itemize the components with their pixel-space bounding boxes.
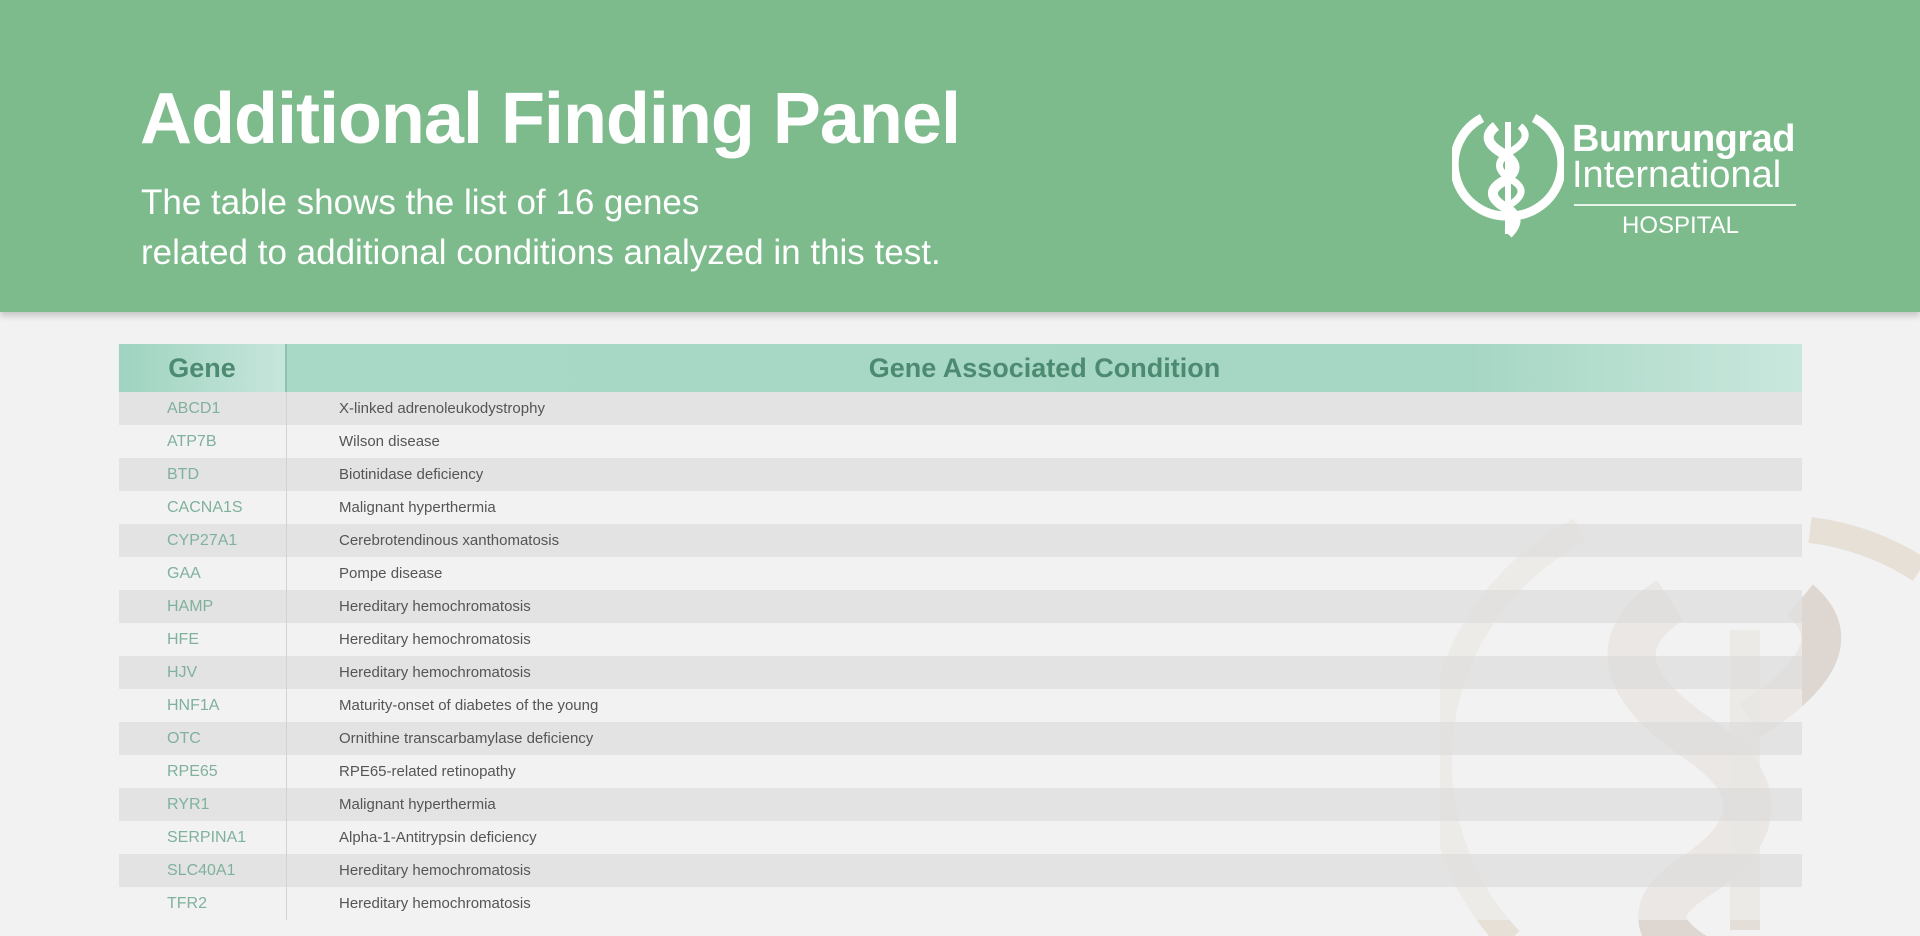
gene-cell: RYR1 — [119, 788, 287, 821]
gene-cell: HFE — [119, 623, 287, 656]
gene-cell: CACNA1S — [119, 491, 287, 524]
gene-cell: OTC — [119, 722, 287, 755]
table-row: HFE Hereditary hemochromatosis — [119, 623, 1802, 656]
condition-cell: Hereditary hemochromatosis — [339, 664, 531, 681]
condition-cell: Hereditary hemochromatosis — [339, 895, 531, 912]
table-row: SLC40A1 Hereditary hemochromatosis — [119, 854, 1802, 887]
condition-cell: Hereditary hemochromatosis — [339, 862, 531, 879]
table-row: HNF1A Maturity-onset of diabetes of the y… — [119, 689, 1802, 722]
condition-cell: Malignant hyperthermia — [339, 796, 496, 813]
condition-cell: Cerebrotendinous xanthomatosis — [339, 532, 560, 549]
gene-cell: CYP27A1 — [119, 524, 287, 557]
gene-cell: HAMP — [119, 590, 287, 623]
gene-table: Gene Gene Associated Condition ABCD1 X-li… — [119, 344, 1802, 920]
header-banner: Additional Finding Panel The table shows… — [0, 0, 1920, 312]
logo-divider — [1574, 204, 1796, 206]
condition-cell: Alpha-1-Antitrypsin deficiency — [339, 829, 537, 846]
column-header-condition: Gene Associated Condition — [868, 352, 1221, 383]
gene-cell: TFR2 — [119, 887, 287, 920]
table-row: RYR1 Malignant hyperthermia — [119, 788, 1802, 821]
page-title: Additional Finding Panel — [140, 79, 961, 159]
caduceus-icon — [1449, 114, 1567, 238]
logo-text-hospital: HOSPITAL — [1622, 212, 1739, 239]
condition-cell: X-linked adrenoleukodystrophy — [339, 400, 545, 417]
logo-text-international: International — [1572, 154, 1782, 196]
table-row: BTD Biotinidase deficiency — [119, 458, 1802, 491]
condition-cell: Hereditary hemochromatosis — [339, 598, 531, 615]
condition-cell: Ornithine transcarbamylase deficiency — [339, 730, 594, 747]
table-row: HAMP Hereditary hemochromatosis — [119, 590, 1802, 623]
page-subtitle: The table shows the list of 16 genes rel… — [141, 178, 941, 278]
gene-cell: GAA — [119, 557, 287, 590]
gene-cell: ABCD1 — [119, 392, 287, 425]
gene-cell: HJV — [119, 656, 287, 689]
table-row: ABCD1 X-linked adrenoleukodystrophy — [119, 392, 1802, 425]
logo-text-bumrungrad: Bumrungrad — [1572, 118, 1796, 160]
table-row: TFR2 Hereditary hemochromatosis — [119, 887, 1802, 920]
condition-cell: RPE65-related retinopathy — [339, 763, 516, 780]
subtitle-line-1: The table shows the list of 16 genes — [141, 183, 700, 222]
subtitle-line-2: related to additional conditions analyze… — [141, 233, 941, 272]
table-row: OTC Ornithine transcarbamylase deficiency — [119, 722, 1802, 755]
gene-cell: BTD — [119, 458, 287, 491]
condition-cell: Malignant hyperthermia — [339, 499, 496, 516]
condition-cell: Biotinidase deficiency — [339, 466, 484, 483]
condition-cell: Wilson disease — [339, 433, 440, 450]
table-row: CYP27A1 Cerebrotendinous xanthomatosis — [119, 524, 1802, 557]
table-header: Gene Gene Associated Condition — [119, 344, 1802, 392]
table-row: HJV Hereditary hemochromatosis — [119, 656, 1802, 689]
gene-cell: RPE65 — [119, 755, 287, 788]
gene-cell: ATP7B — [119, 425, 287, 458]
column-header-gene: Gene — [119, 344, 287, 392]
table-row: CACNA1S Malignant hyperthermia — [119, 491, 1802, 524]
condition-cell: Pompe disease — [339, 565, 443, 582]
gene-cell: HNF1A — [119, 689, 287, 722]
table-row: RPE65 RPE65-related retinopathy — [119, 755, 1802, 788]
condition-cell: Hereditary hemochromatosis — [339, 631, 531, 648]
table-row: SERPINA1 Alpha-1-Antitrypsin deficiency — [119, 821, 1802, 854]
condition-cell: Maturity-onset of diabetes of the young — [339, 697, 599, 714]
table-row: GAA Pompe disease — [119, 557, 1802, 590]
gene-cell: SLC40A1 — [119, 854, 287, 887]
gene-cell: SERPINA1 — [119, 821, 287, 854]
table-body: ABCD1 X-linked adrenoleukodystrophy ATP7B W… — [119, 392, 1802, 920]
hospital-logo: Bumrungrad International HOSPITAL — [1449, 112, 1802, 244]
table-row: ATP7B Wilson disease — [119, 425, 1802, 458]
